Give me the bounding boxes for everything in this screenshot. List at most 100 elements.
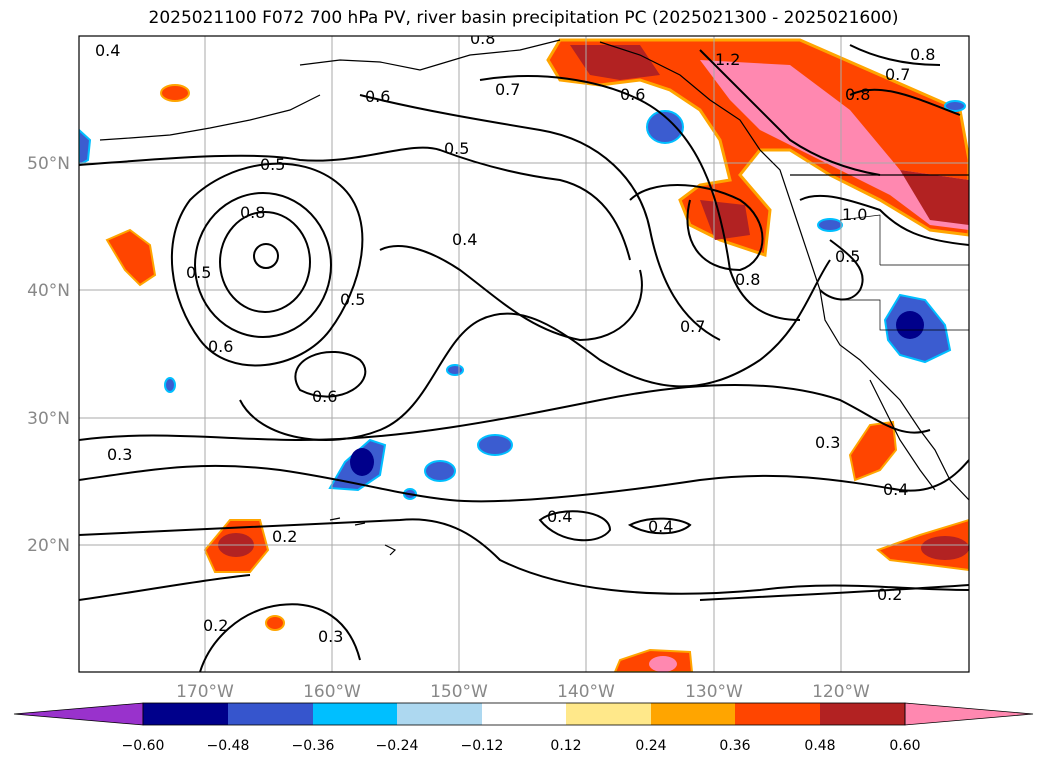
- contour-label: 0.7: [680, 317, 705, 336]
- precip-negative-b: [944, 100, 966, 112]
- contour-04-lower: [79, 518, 969, 595]
- contour-center-08: [219, 211, 311, 313]
- contour-center-05: [79, 146, 631, 261]
- colorbar-tick-label: 0.12: [550, 738, 581, 754]
- map-frame: [78, 35, 970, 673]
- contour-labels: 0.4 0.8 0.7 0.6 1.2 0.6 0.5 0.8 0.8 0.5 …: [95, 29, 935, 646]
- colorbar-tick-label: −0.36: [292, 738, 335, 754]
- colorbar-bin: [482, 703, 566, 725]
- contour-label: 0.5: [835, 247, 860, 266]
- contour-label: 0.3: [107, 445, 132, 464]
- colorbar: −0.60 −0.48 −0.36 −0.24 −0.12 0.12 0.24 …: [13, 702, 1034, 754]
- border-states: [839, 214, 969, 331]
- colorbar-tick-label: −0.12: [461, 738, 504, 754]
- contour-label: 1.2: [715, 50, 740, 69]
- coastline-baja: [869, 379, 936, 491]
- contour-label: 0.8: [735, 270, 760, 289]
- colorbar-bin: [566, 703, 651, 725]
- colorbar-tick-label: 0.60: [889, 738, 920, 754]
- contour-label: 0.6: [208, 337, 233, 356]
- precip-blob-b: [105, 228, 157, 287]
- coastlines: [99, 39, 969, 556]
- lat-labels: 50°N 40°N 30°N 20°N: [27, 154, 70, 556]
- contour-label: 0.4: [547, 507, 572, 526]
- contour-label: 0.8: [845, 85, 870, 104]
- contour-label: 0.5: [260, 155, 285, 174]
- contour-label: 0.6: [365, 87, 390, 106]
- colorbar-tick-label: −0.48: [207, 738, 250, 754]
- contour-10-east: [799, 194, 969, 246]
- precip-negative-f: [424, 460, 456, 482]
- precip-negative-e-core: [350, 448, 374, 476]
- lon-label: 150°W: [430, 682, 488, 702]
- contour-center-07: [194, 192, 332, 338]
- contour-03-lower: [79, 459, 969, 503]
- colorbar-tick-label: −0.60: [122, 738, 165, 754]
- colorbar-extend-left: [13, 702, 144, 726]
- contour-label: 0.8: [470, 29, 495, 48]
- lat-label: 40°N: [27, 281, 70, 301]
- colorbar-bin: [820, 703, 905, 725]
- contour-label: 0.3: [318, 627, 343, 646]
- contour-label: 0.3: [815, 433, 840, 452]
- coastline-aleutians: [99, 94, 321, 141]
- precip-negative-c: [817, 218, 843, 232]
- colorbar-bin: [397, 703, 482, 725]
- colorbar-bin: [651, 703, 735, 725]
- precip-negative-a: [646, 110, 684, 144]
- contour-label: 0.7: [495, 80, 520, 99]
- precip-negative-i: [164, 377, 176, 393]
- lat-label: 30°N: [27, 409, 70, 429]
- precip-blob-f-core: [921, 536, 969, 560]
- colorbar-bin: [143, 703, 228, 725]
- precip-negative-d-core: [896, 311, 924, 339]
- lat-label: 20°N: [27, 536, 70, 556]
- contour-center-inner: [253, 243, 279, 269]
- contour-center-06: [170, 162, 364, 367]
- lon-labels: 170°W 160°W 150°W 140°W 130°W 120°W: [176, 682, 870, 702]
- contour-label: 1.0: [842, 205, 867, 224]
- contour-label: 0.5: [340, 290, 365, 309]
- contour-label: 0.2: [877, 585, 902, 604]
- contour-label: 0.8: [910, 45, 935, 64]
- colorbar-tick-label: 0.36: [719, 738, 750, 754]
- precip-high-east: [700, 200, 750, 240]
- colorbar-bin: [313, 703, 397, 725]
- colorbar-extend-right: [904, 702, 1034, 726]
- colorbar-ticks: −0.60 −0.48 −0.36 −0.24 −0.12 0.12 0.24 …: [122, 738, 921, 754]
- contour-02-south: [79, 574, 969, 601]
- precip-negative-west: [79, 128, 92, 167]
- contour-08-north: [849, 44, 961, 116]
- contour-label: 0.6: [312, 387, 337, 406]
- lon-label: 170°W: [176, 682, 234, 702]
- contour-label: 0.7: [885, 65, 910, 84]
- lon-label: 140°W: [557, 682, 615, 702]
- colorbar-tick-label: 0.48: [804, 738, 835, 754]
- contour-06-loop: [294, 351, 367, 398]
- precip-high-right: [900, 170, 969, 225]
- precip-negative-h: [446, 364, 464, 376]
- precip-blob-a: [160, 84, 190, 102]
- contour-05-east: [819, 239, 864, 301]
- contour-label: 0.2: [272, 527, 297, 546]
- precip-negative-g: [477, 434, 513, 456]
- precip-strong-northeast: [700, 60, 969, 230]
- contour-04-blob: [538, 510, 612, 542]
- contour-06-north: [359, 94, 721, 341]
- lat-label: 50°N: [27, 154, 70, 174]
- colorbar-tick-label: 0.24: [635, 738, 666, 754]
- coastline-hawaii: [329, 517, 397, 556]
- contour-02-lower: [199, 603, 361, 672]
- lon-label: 130°W: [685, 682, 743, 702]
- precip-fill-layer: [79, 38, 969, 672]
- contour-label: 0.2: [203, 616, 228, 635]
- lon-label: 120°W: [812, 682, 870, 702]
- colorbar-bin: [735, 703, 820, 725]
- colorbar-tick-label: −0.24: [376, 738, 419, 754]
- contour-03-wide: [79, 384, 931, 442]
- contour-07-arc: [479, 75, 801, 321]
- coastline-alaska: [299, 39, 969, 501]
- colorbar-frame: [142, 702, 906, 726]
- contour-label: 0.8: [240, 203, 265, 222]
